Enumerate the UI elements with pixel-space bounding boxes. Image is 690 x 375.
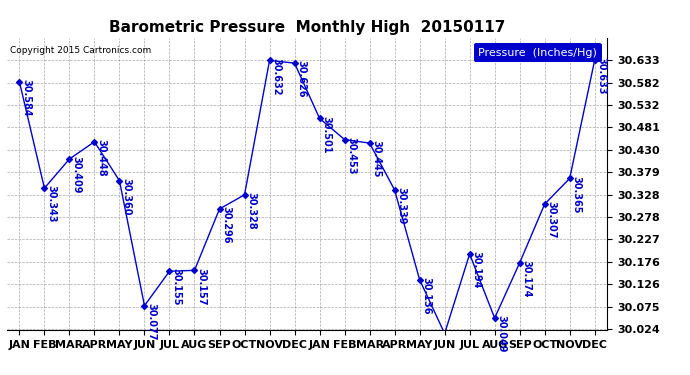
- Text: 30.626: 30.626: [297, 60, 306, 98]
- Text: Copyright 2015 Cartronics.com: Copyright 2015 Cartronics.com: [10, 46, 151, 55]
- Text: 30.077: 30.077: [146, 303, 157, 340]
- Text: 30.328: 30.328: [246, 192, 257, 230]
- Text: 30.453: 30.453: [346, 137, 357, 174]
- Text: 30.632: 30.632: [271, 58, 282, 95]
- Text: 30.014: 30.014: [0, 374, 1, 375]
- Text: 30.157: 30.157: [197, 268, 206, 305]
- Title: Barometric Pressure  Monthly High  20150117: Barometric Pressure Monthly High 2015011…: [109, 20, 505, 35]
- Text: 30.448: 30.448: [97, 139, 106, 177]
- Text: 30.633: 30.633: [597, 57, 607, 95]
- Text: 30.049: 30.049: [497, 315, 506, 353]
- Text: 30.174: 30.174: [522, 260, 531, 297]
- Text: 30.584: 30.584: [21, 79, 31, 117]
- Text: 30.365: 30.365: [571, 176, 582, 213]
- Text: 30.343: 30.343: [46, 185, 57, 223]
- Text: 30.501: 30.501: [322, 116, 331, 153]
- Legend: Pressure  (Inches/Hg): Pressure (Inches/Hg): [474, 43, 602, 62]
- Text: 30.445: 30.445: [371, 140, 382, 178]
- Text: 30.307: 30.307: [546, 201, 557, 239]
- Text: 30.155: 30.155: [171, 268, 181, 306]
- Text: 30.409: 30.409: [71, 156, 81, 194]
- Text: 30.339: 30.339: [397, 187, 406, 225]
- Text: 30.296: 30.296: [221, 206, 231, 244]
- Text: 30.360: 30.360: [121, 178, 131, 215]
- Text: 30.136: 30.136: [422, 277, 431, 314]
- Text: 30.194: 30.194: [471, 251, 482, 289]
